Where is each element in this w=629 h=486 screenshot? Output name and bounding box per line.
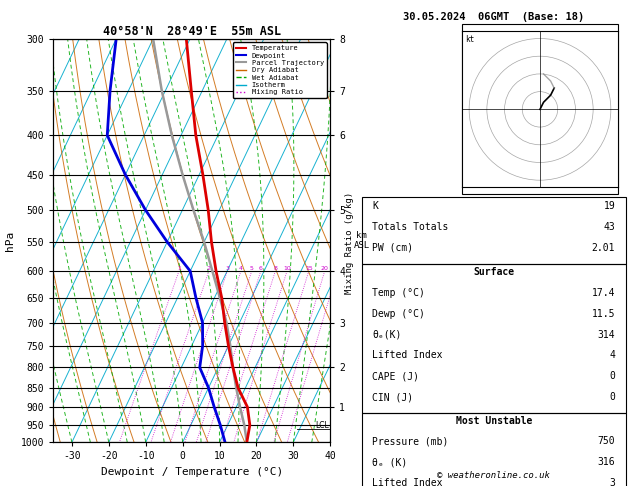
Text: 4: 4 (610, 350, 615, 361)
Text: Temp (°C): Temp (°C) (372, 288, 425, 298)
Text: Mixing Ratio (g/kg): Mixing Ratio (g/kg) (345, 192, 353, 294)
Text: © weatheronline.co.uk: © weatheronline.co.uk (437, 471, 550, 480)
Text: Lifted Index: Lifted Index (372, 478, 443, 486)
Text: LCL: LCL (315, 421, 329, 430)
Bar (362, 197, 626, 264)
Text: 0: 0 (610, 392, 615, 402)
Text: 2.01: 2.01 (592, 243, 615, 253)
Text: 3: 3 (610, 478, 615, 486)
Bar (462, 24, 618, 194)
Text: 4: 4 (239, 266, 243, 271)
Text: θₑ (K): θₑ (K) (372, 457, 408, 468)
Text: 30.05.2024  06GMT  (Base: 18): 30.05.2024 06GMT (Base: 18) (403, 12, 584, 22)
Text: PW (cm): PW (cm) (372, 243, 413, 253)
Y-axis label: hPa: hPa (6, 230, 15, 251)
Text: 19: 19 (604, 201, 615, 211)
X-axis label: Dewpoint / Temperature (°C): Dewpoint / Temperature (°C) (101, 467, 283, 477)
Text: 10: 10 (283, 266, 291, 271)
Text: Pressure (mb): Pressure (mb) (372, 436, 448, 447)
Text: CAPE (J): CAPE (J) (372, 371, 420, 382)
Text: Most Unstable: Most Unstable (455, 416, 532, 426)
Text: 750: 750 (598, 436, 615, 447)
Text: θₑ(K): θₑ(K) (372, 330, 402, 340)
Text: kt: kt (465, 35, 475, 44)
Bar (362, 413, 626, 486)
Text: 1: 1 (177, 266, 181, 271)
Text: Surface: Surface (473, 267, 515, 277)
Text: 316: 316 (598, 457, 615, 468)
Text: 15: 15 (305, 266, 313, 271)
Text: 8: 8 (274, 266, 277, 271)
Legend: Temperature, Dewpoint, Parcel Trajectory, Dry Adiabat, Wet Adiabat, Isotherm, Mi: Temperature, Dewpoint, Parcel Trajectory… (233, 42, 326, 98)
Text: 314: 314 (598, 330, 615, 340)
Bar (362, 264, 626, 413)
Text: 43: 43 (604, 222, 615, 232)
Text: K: K (372, 201, 378, 211)
Text: 3: 3 (225, 266, 230, 271)
Text: Totals Totals: Totals Totals (372, 222, 448, 232)
Text: 2: 2 (207, 266, 211, 271)
Text: 5: 5 (250, 266, 253, 271)
Y-axis label: km
ASL: km ASL (353, 231, 370, 250)
Text: 6: 6 (259, 266, 263, 271)
Text: 20: 20 (321, 266, 329, 271)
Text: 17.4: 17.4 (592, 288, 615, 298)
Text: 0: 0 (610, 371, 615, 382)
Title: 40°58'N  28°49'E  55m ASL: 40°58'N 28°49'E 55m ASL (103, 25, 281, 38)
Text: Dewp (°C): Dewp (°C) (372, 309, 425, 319)
Text: 11.5: 11.5 (592, 309, 615, 319)
Text: Lifted Index: Lifted Index (372, 350, 443, 361)
Text: 25: 25 (333, 266, 342, 271)
Text: CIN (J): CIN (J) (372, 392, 413, 402)
